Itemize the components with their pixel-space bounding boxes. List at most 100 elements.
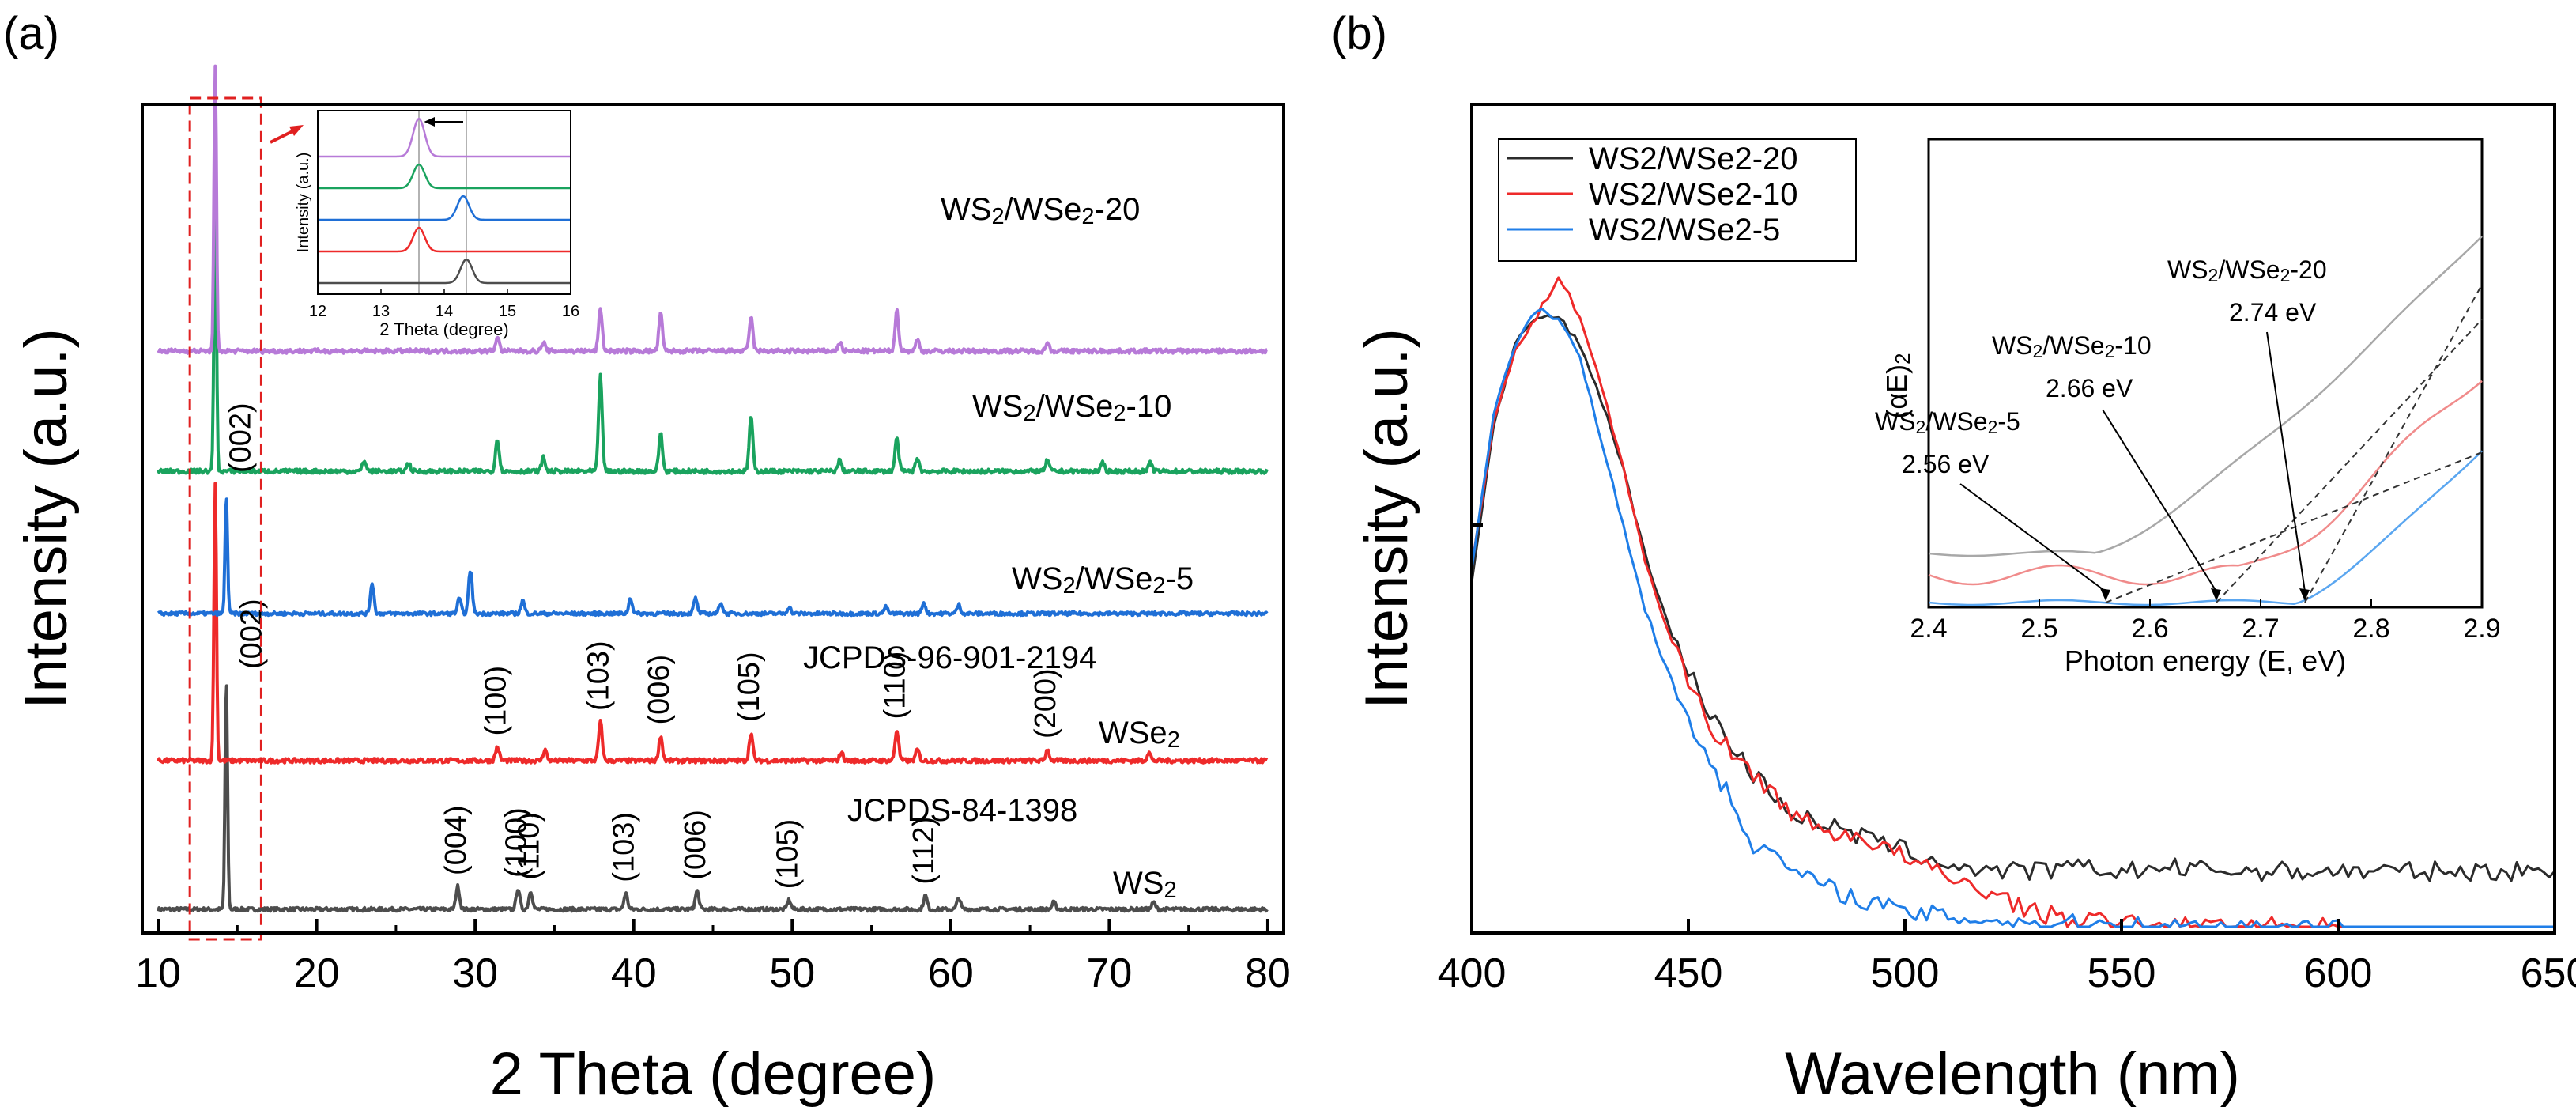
hkl-label-wse2: (002) — [224, 402, 257, 473]
legend-label-ws2-wse2-20: WS2/WSe2-20 — [1589, 142, 1798, 176]
xrd-x-tick-label: 70 — [1086, 950, 1132, 996]
inset-y-axis-title: (αE)2 — [1880, 353, 1914, 418]
inset-x-tick-label: 15 — [499, 303, 516, 320]
inset-pattern-ws2-wse2-10 — [318, 163, 571, 190]
uv-spectrum-ws2-wse2-20 — [1470, 314, 2556, 882]
sample-label-ws2-wse2-20: WS2/WSe2-20 — [941, 192, 1140, 229]
xrd-inset: 12 13 14 15 16 2 Theta (degree) Intensity (a.u… — [295, 110, 579, 339]
inset-x-tick-label: 12 — [309, 303, 326, 320]
hkl-label-wse2: (105) — [733, 652, 766, 722]
uv-x-tick-label: 550 — [2088, 950, 2156, 996]
xrd-pattern-ws2-wse2-5 — [157, 497, 1269, 618]
sample-labels: WS2 JCPDS-84-1398 WSe2 JCPDS-96-901-2194 WS2… — [188, 96, 1194, 941]
inset-x-tick-label: 2.5 — [2020, 614, 2057, 644]
tauc-inset: WS2/WSe2-20 2.74 eV WS2/WSe2-10 2.66 eV WS2/… — [1875, 138, 2501, 677]
xrd-x-tick-label: 80 — [1245, 950, 1291, 996]
hkl-label-wse2: (110) — [879, 652, 912, 720]
highlight-region — [188, 96, 262, 941]
tauc-fit-line — [2304, 284, 2483, 603]
panel-b: (b) 400450500550600650 Intensity (a.u.) … — [1331, 8, 2576, 1107]
sample-label-ws2-wse2-10: WS2/WSe2-10 — [972, 389, 1171, 426]
hkl-label-ws2: (103) — [608, 812, 641, 882]
inset-x-tick-label: 2.9 — [2463, 614, 2500, 644]
xrd-pattern-ws2-wse2-20 — [157, 64, 1268, 355]
legend-label-ws2-wse2-5: WS2/WSe2-5 — [1589, 213, 1780, 247]
xrd-x-tick-label: 20 — [294, 950, 340, 996]
xrd-pattern-wse2 — [157, 482, 1269, 765]
bandgap-sample-ws2-wse2-10: WS2/WSe2-10 — [1992, 331, 2152, 361]
xrd-x-tick-label: 40 — [611, 950, 657, 996]
uv-x-tick-label: 500 — [1871, 950, 1940, 996]
bandgap-value-ws2-wse2-5: 2.56 eV — [1902, 450, 1990, 478]
xrd-plot-frame — [141, 103, 1285, 935]
inset-pattern-ws2-wse2-20 — [318, 117, 571, 158]
hkl-label-ws2: (110) — [512, 812, 545, 880]
inset-pattern-wse2 — [318, 226, 571, 253]
sample-label-ws2-wse2-5: WS2/WSe2-5 — [1012, 561, 1194, 599]
hkl-annotations: (002)(004) (100)(110) (103) (006) (105) (112)… — [224, 402, 1062, 889]
legend-box — [1498, 138, 1857, 262]
uv-vis-spectra — [1470, 276, 2556, 928]
xrd-x-tick-label: 10 — [135, 950, 181, 996]
inset-y-axis-title: Intensity (a.u.) — [295, 153, 312, 253]
inset-pattern-ws2 — [318, 258, 571, 285]
tauc-fit-line — [2216, 319, 2483, 603]
inset-x-axis-title: 2 Theta (degree) — [379, 319, 508, 339]
uv-x-tick-label: 400 — [1438, 950, 1507, 996]
xrd-y-axis-title: Intensity (a.u.) — [13, 328, 80, 709]
inset-x-tick-label: 2.8 — [2352, 614, 2389, 644]
xrd-x-axis-title: 2 Theta (degree) — [490, 1041, 937, 1107]
inset-frame — [317, 110, 571, 295]
bandgap-arrowhead — [2299, 588, 2310, 601]
xrd-x-axis: 10 20 30 40 50 60 70 80 — [135, 919, 1291, 996]
hkl-label-wse2: (100) — [479, 666, 512, 736]
legend-label-ws2-wse2-10: WS2/WSe2-10 — [1589, 177, 1798, 212]
inset-x-tick-label: 2.6 — [2131, 614, 2168, 644]
uv-x-axis: 400 450 500 550 600 650 — [1438, 523, 2576, 996]
panel-a: (a) (002)(004) (100)(110) (103) (006) (105)(… — [3, 8, 1291, 1107]
xrd-x-tick-label: 50 — [769, 950, 815, 996]
highlight-arrowhead — [289, 125, 304, 136]
uv-x-tick-label: 450 — [1654, 950, 1723, 996]
uv-x-tick-label: 600 — [2304, 950, 2373, 996]
sample-label-ws2: WS2 — [1113, 866, 1177, 903]
inset-x-tick-label: 14 — [436, 303, 453, 320]
hkl-label-ws2: (112) — [907, 817, 941, 885]
uv-plot-frame — [1470, 103, 2556, 935]
xrd-x-tick-label: 30 — [452, 950, 498, 996]
tauc-fit-line — [2105, 451, 2483, 603]
sample-label-wse2: WSe2 — [1099, 716, 1180, 753]
hkl-label-ws2: (100) — [500, 807, 533, 878]
uv-y-axis-title: Intensity (a.u.) — [1353, 328, 1420, 709]
bandgap-sample-ws2-wse2-5: WS2/WSe2-5 — [1875, 407, 2020, 437]
inset-x-axis-title: Photon energy (E, eV) — [2065, 644, 2346, 677]
bandgap-arrowhead — [2100, 588, 2110, 601]
panel-b-label: (b) — [1331, 8, 1387, 59]
hkl-label-wse2: (103) — [583, 640, 616, 711]
bandgap-value-ws2-wse2-10: 2.66 eV — [2046, 374, 2133, 402]
uv-spectrum-ws2-wse2-5 — [1470, 308, 2555, 928]
xrd-patterns — [157, 64, 1269, 913]
xrd-pattern-ws2-wse2-10 — [157, 198, 1269, 475]
hkl-label-ws2: (004) — [439, 805, 473, 875]
tauc-curve-inset10 — [1928, 380, 2483, 586]
bandgap-value-ws2-wse2-20: 2.74 eV — [2229, 298, 2317, 327]
reference-label-ws2: JCPDS-84-1398 — [847, 793, 1077, 828]
inset-frame — [1927, 138, 2484, 609]
panel-a-label: (a) — [3, 8, 59, 59]
bandgap-arrow — [2266, 331, 2306, 592]
hkl-label-ws2: (006) — [679, 810, 712, 880]
hkl-label-wse2: (200) — [1029, 668, 1062, 739]
hkl-label-ws2: (002) — [235, 599, 268, 669]
xrd-x-tick-label: 60 — [928, 950, 974, 996]
inset-x-tick-label: 2.7 — [2242, 614, 2279, 644]
bandgap-arrowhead — [2211, 588, 2221, 601]
tauc-curve-inset20 — [1928, 236, 2483, 557]
bandgap-arrow — [2102, 409, 2217, 592]
hkl-label-wse2: (006) — [643, 655, 676, 725]
inset-x-tick-label: 13 — [372, 303, 390, 320]
uv-x-axis-title: Wavelength (nm) — [1785, 1041, 2240, 1107]
uv-x-tick-label: 650 — [2521, 950, 2576, 996]
